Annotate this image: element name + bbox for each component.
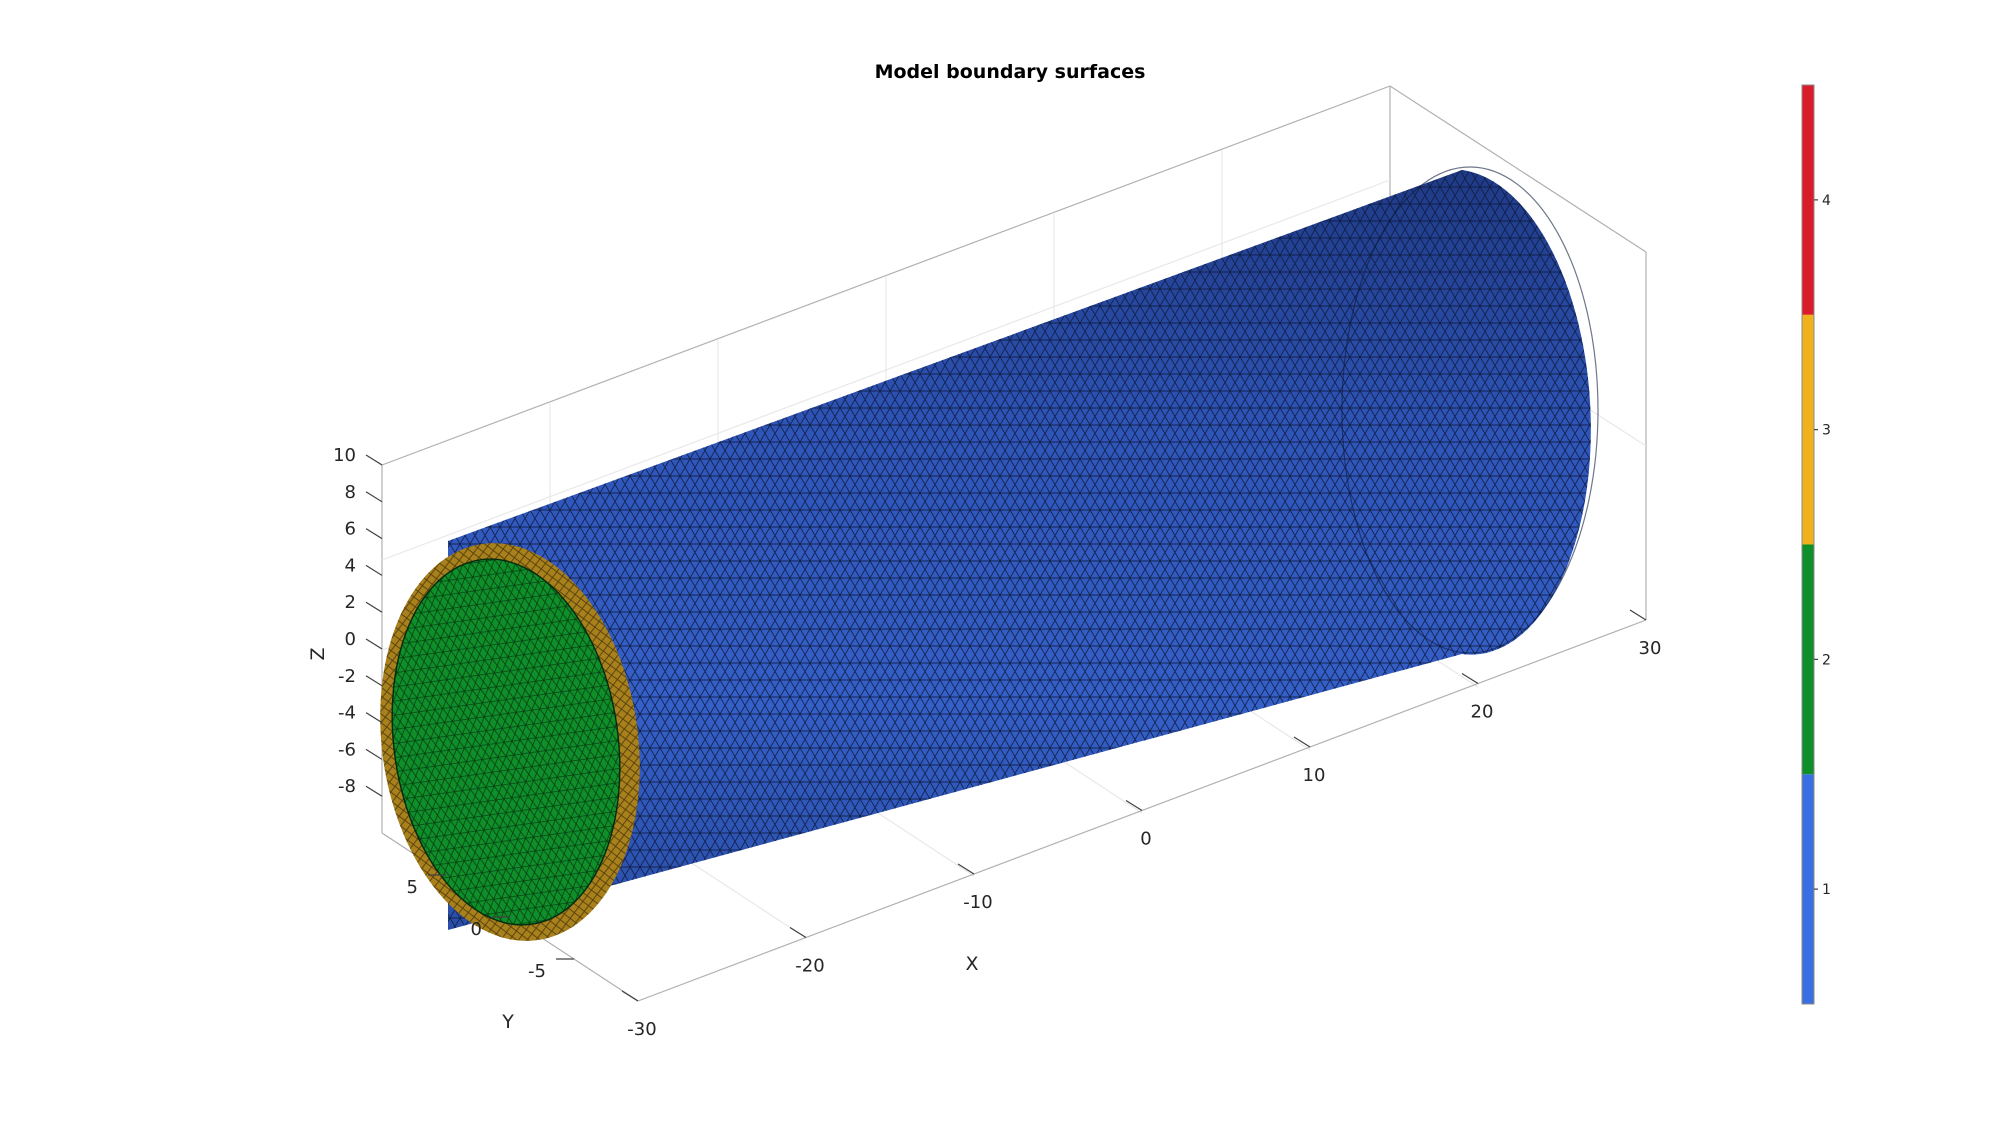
colorbar-tick-label: 4 — [1822, 193, 1831, 209]
z-tick-mark — [365, 712, 383, 724]
x-axis: -30 -20 -10 0 10 20 30 — [621, 609, 1662, 1040]
z-tick-label: 6 — [345, 519, 356, 540]
x-tick-label: 20 — [1471, 702, 1494, 723]
y-tick-label: 0 — [471, 919, 482, 940]
y-axis: -5 0 5 — [407, 874, 574, 982]
colorbar-segment — [1802, 544, 1814, 775]
colorbar-border — [1801, 84, 1815, 1005]
z-tick-label: -6 — [338, 739, 356, 760]
x-tick-mark — [789, 926, 807, 939]
colorbar: 1 2 3 4 — [1801, 84, 1831, 1005]
z-tick-label: -2 — [338, 666, 356, 687]
x-tick-mark — [1461, 672, 1479, 685]
y-tick-label: -5 — [528, 961, 546, 982]
surface-inner-wall — [391, 558, 621, 926]
chart-title: Model boundary surfaces — [875, 61, 1146, 83]
x-tick-label: -20 — [795, 956, 824, 977]
z-tick-label: 8 — [345, 482, 356, 503]
x-tick-label: -30 — [627, 1019, 656, 1040]
x-tick-label: 0 — [1140, 829, 1151, 850]
y-tick-label: 5 — [407, 877, 418, 898]
z-tick-mark — [365, 638, 383, 650]
z-tick-mark — [365, 491, 383, 503]
z-axis: -8 -6 -4 -2 0 2 4 6 8 10 — [333, 445, 383, 797]
z-tick-mark — [365, 785, 383, 797]
z-tick-mark — [365, 564, 383, 576]
colorbar-segment — [1802, 85, 1814, 315]
y-axis-label: Y — [501, 1011, 514, 1033]
x-axis-label: X — [965, 953, 978, 975]
colorbar-tick-label: 3 — [1822, 423, 1831, 439]
z-tick-label: 10 — [333, 445, 356, 466]
x-tick-mark — [1125, 799, 1143, 812]
x-tick-mark — [1293, 736, 1311, 748]
z-tick-label: 2 — [345, 592, 356, 613]
x-tick-mark — [621, 990, 639, 1002]
z-tick-label: -4 — [338, 703, 356, 724]
colorbar-segment — [1802, 774, 1814, 1004]
x-tick-label: 10 — [1303, 765, 1326, 786]
z-tick-mark — [365, 454, 383, 466]
colorbar-segment — [1802, 314, 1814, 545]
x-tick-label: 30 — [1639, 638, 1662, 659]
colorbar-tick-label: 1 — [1822, 882, 1831, 898]
z-tick-label: 0 — [345, 629, 356, 650]
z-axis-label: Z — [307, 647, 329, 660]
z-tick-mark — [365, 601, 383, 613]
x-tick-label: -10 — [963, 892, 992, 913]
z-tick-label: 4 — [345, 555, 356, 576]
z-tick-mark — [365, 748, 383, 760]
x-tick-mark — [1629, 609, 1647, 621]
colorbar-tick-label: 2 — [1822, 652, 1831, 668]
z-tick-label: -8 — [338, 776, 356, 797]
x-tick-mark — [957, 863, 975, 875]
z-tick-mark — [365, 675, 383, 687]
z-tick-mark — [365, 528, 383, 540]
